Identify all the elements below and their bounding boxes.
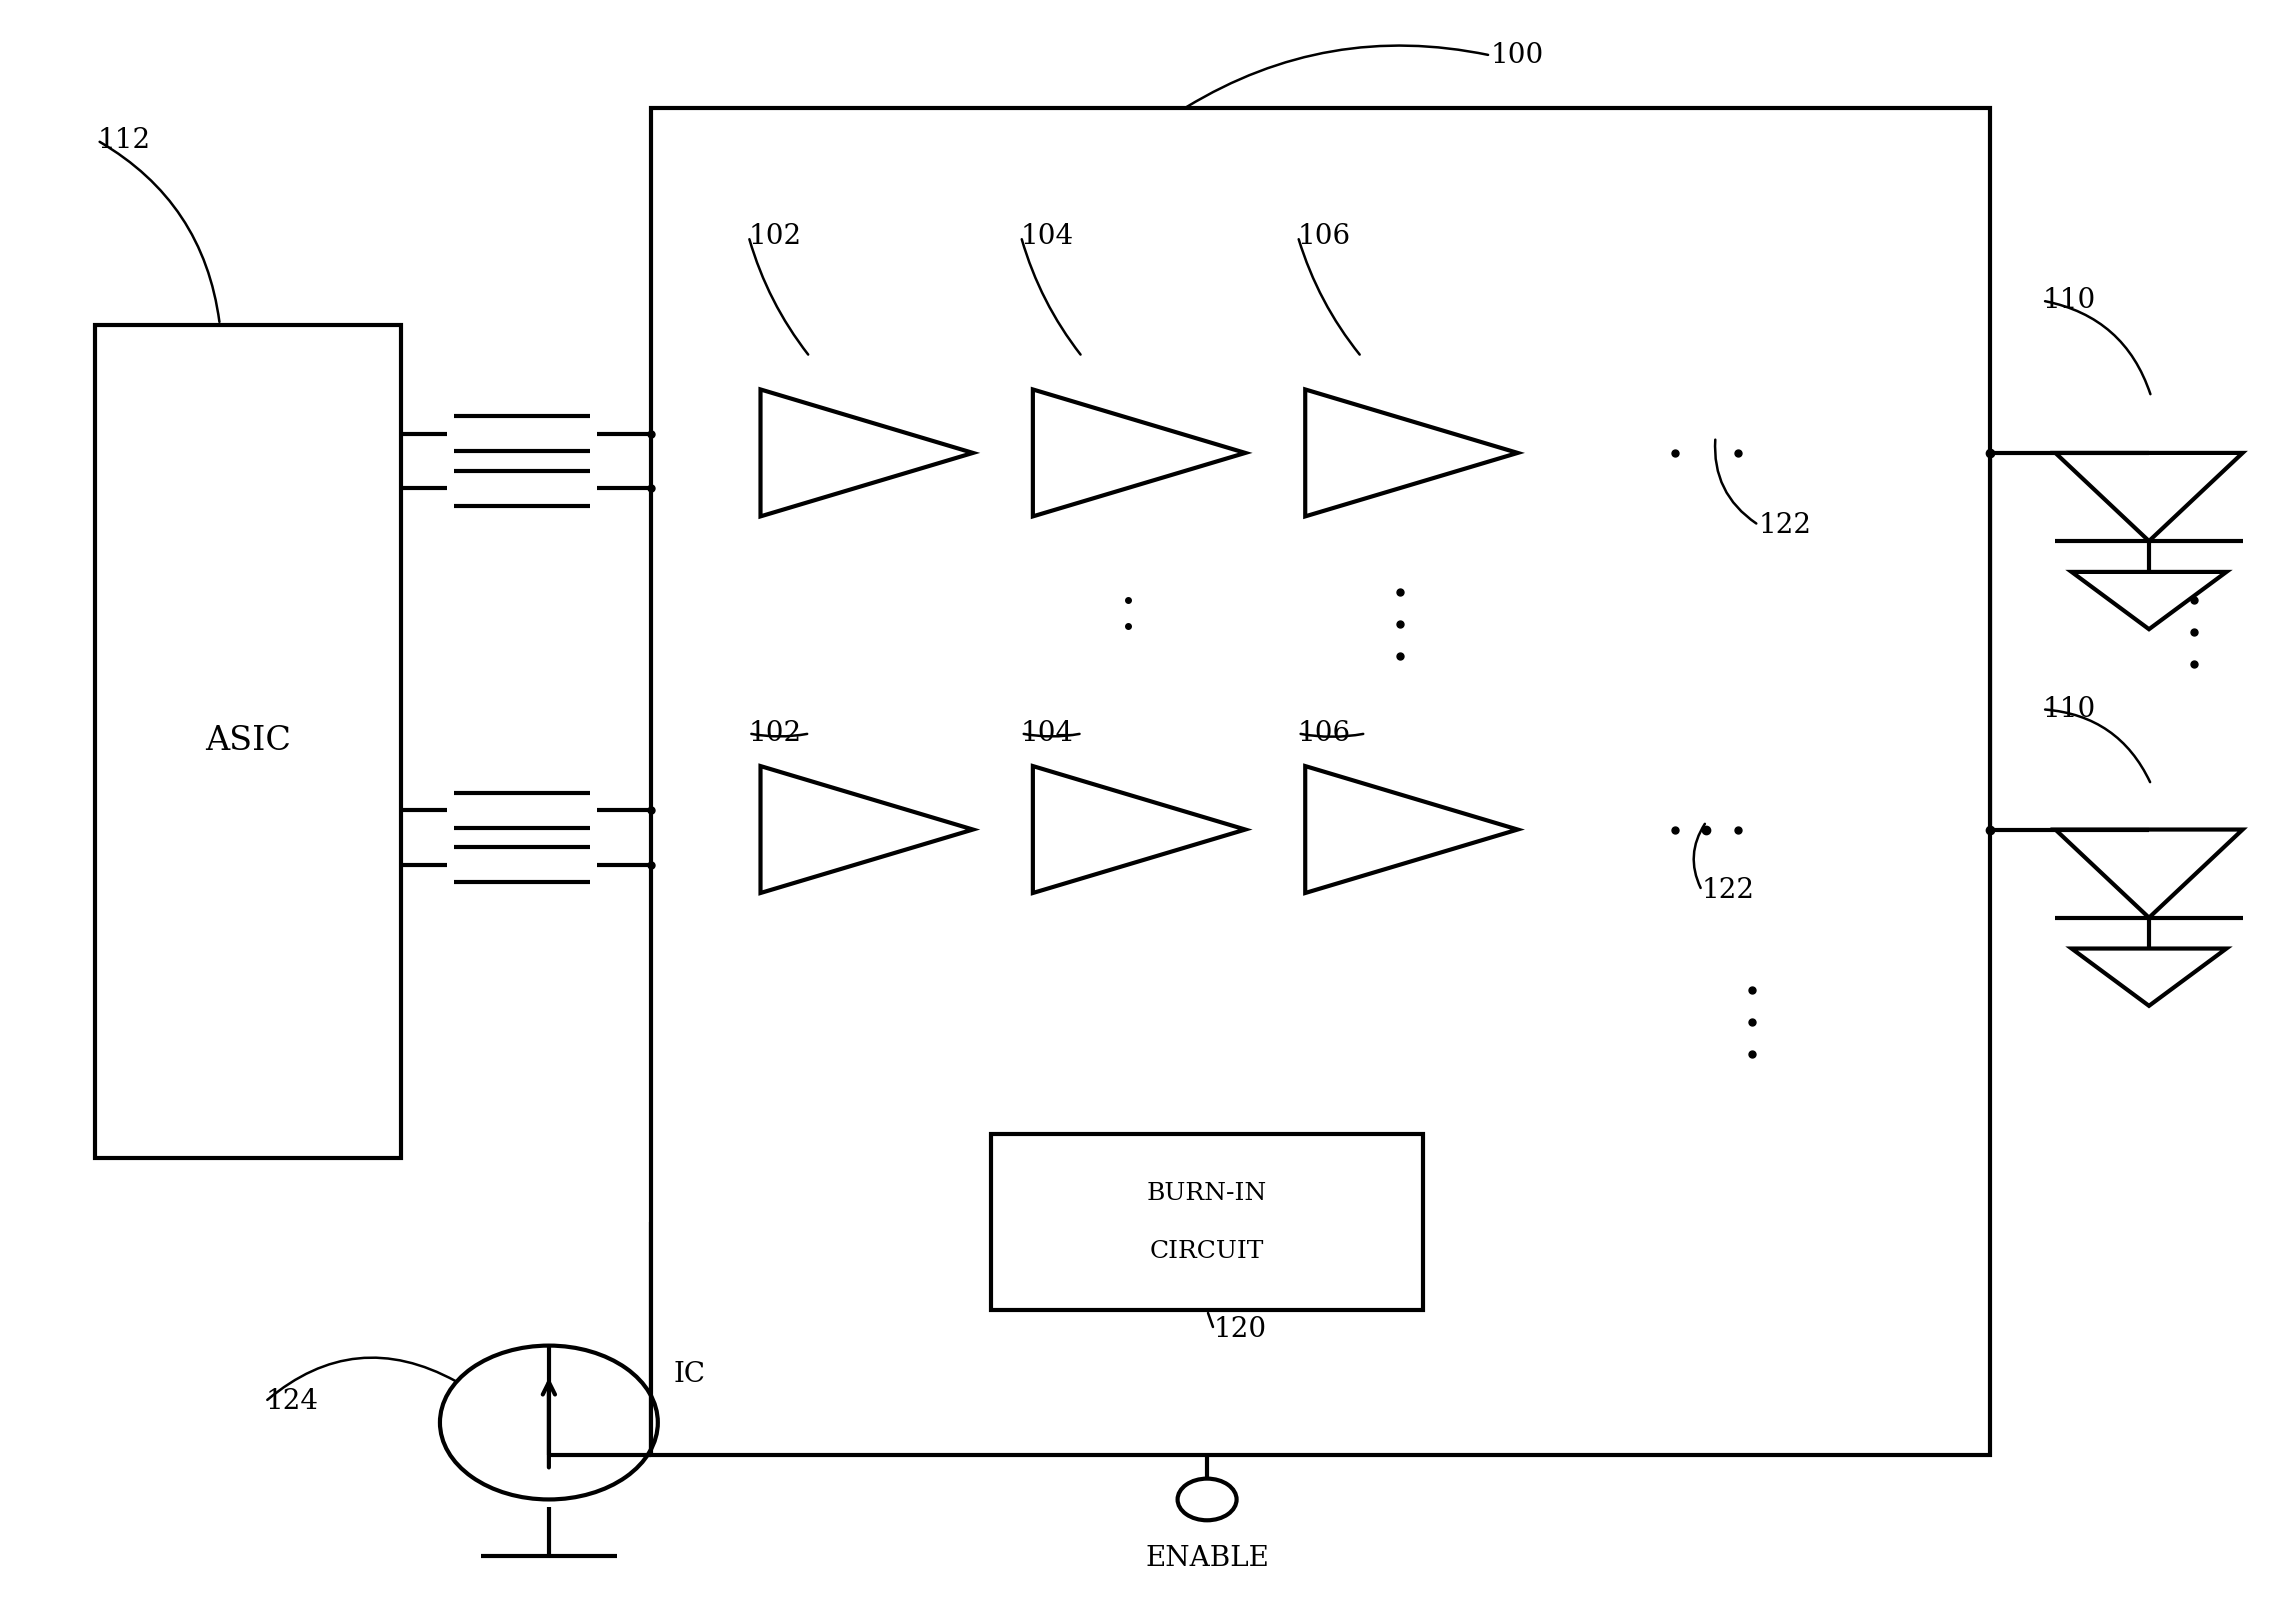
Text: 110: 110 — [2043, 696, 2096, 723]
Text: 104: 104 — [1021, 222, 1075, 250]
Text: 102: 102 — [749, 222, 802, 250]
Text: 124: 124 — [264, 1389, 319, 1414]
Text: 110: 110 — [2043, 287, 2096, 314]
Text: 112: 112 — [98, 127, 150, 155]
Text: 102: 102 — [749, 720, 802, 748]
Text: ASIC: ASIC — [205, 725, 292, 757]
Text: 106: 106 — [1298, 720, 1351, 748]
Text: 120: 120 — [1214, 1316, 1267, 1344]
Text: 106: 106 — [1298, 222, 1351, 250]
Bar — [652, 108, 1991, 1455]
Bar — [991, 1134, 1424, 1310]
Text: BURN-IN: BURN-IN — [1146, 1182, 1267, 1205]
Text: 122: 122 — [1759, 512, 1811, 538]
Text: 122: 122 — [1702, 876, 1754, 904]
Text: 100: 100 — [1490, 42, 1544, 69]
Text: 104: 104 — [1021, 720, 1075, 748]
Text: ENABLE: ENABLE — [1146, 1545, 1269, 1572]
Text: IC: IC — [674, 1361, 706, 1389]
Bar — [96, 325, 401, 1158]
Text: CIRCUIT: CIRCUIT — [1150, 1239, 1264, 1263]
